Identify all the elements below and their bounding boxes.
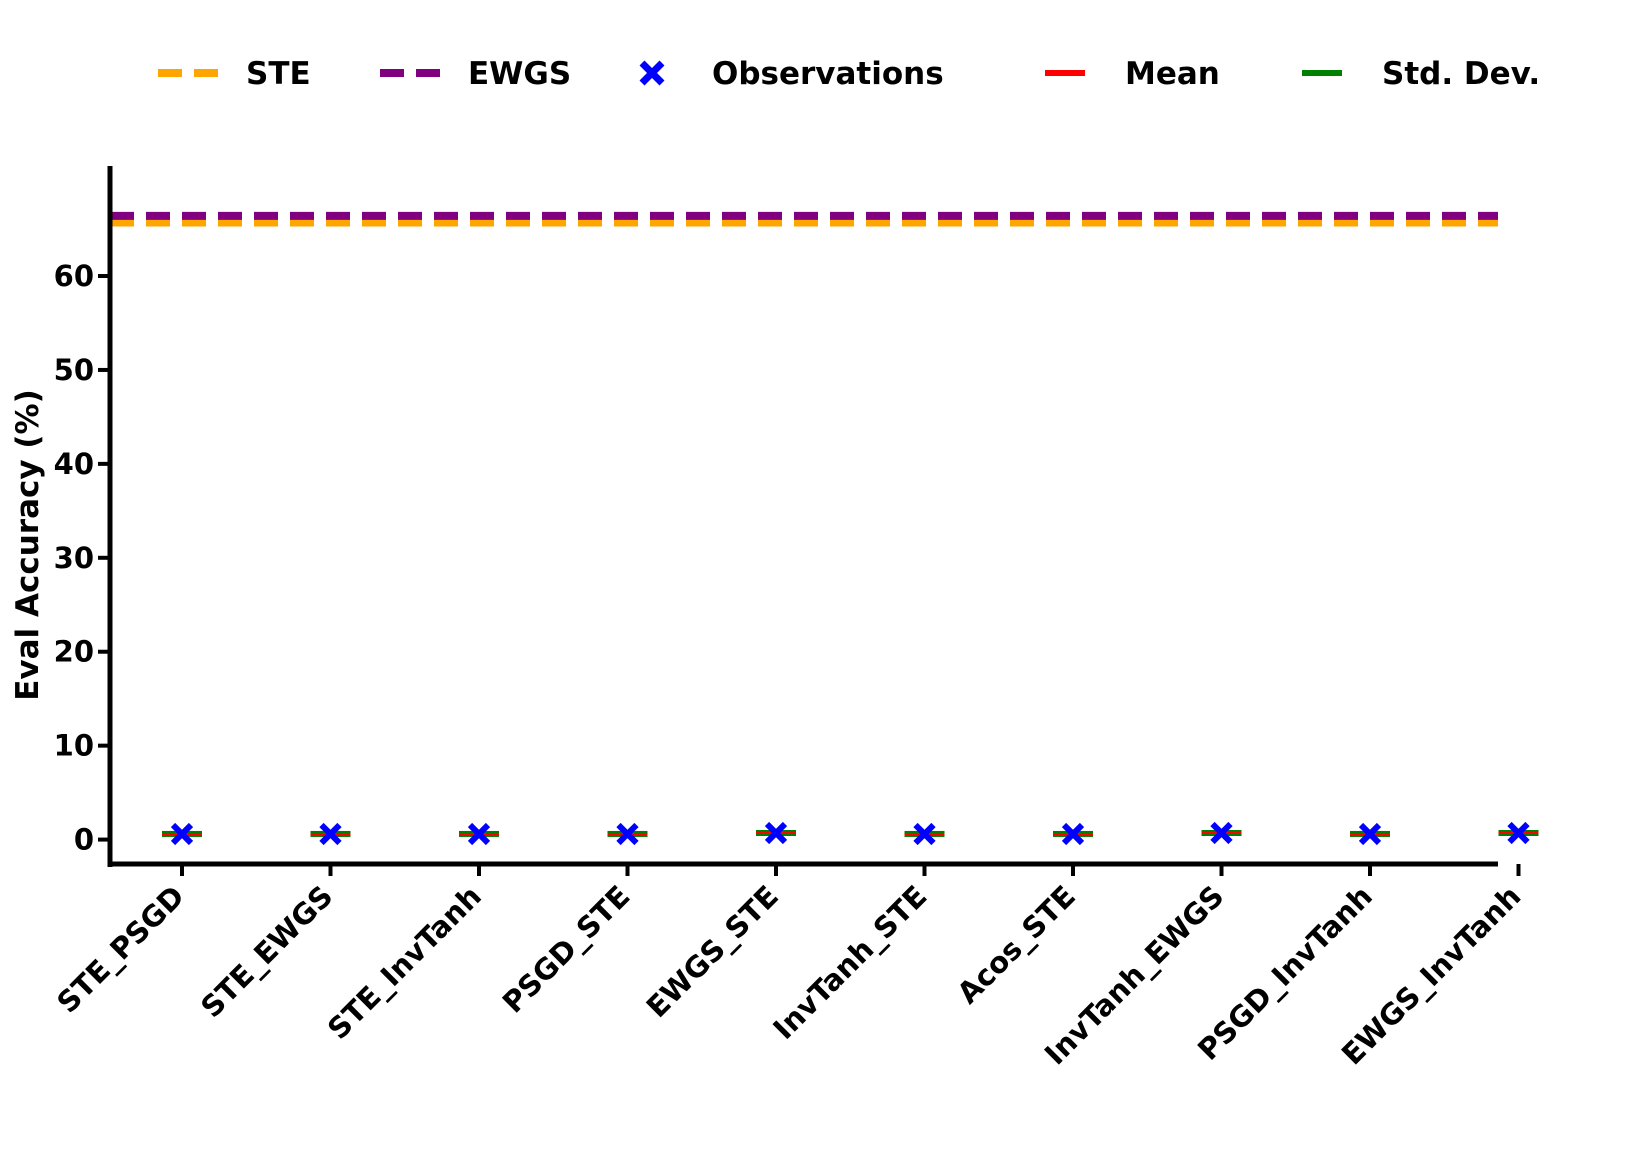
x-tick-label-ewgs-ste: EWGS_STE [640, 879, 785, 1024]
observation-stroke [616, 822, 639, 846]
observation-stroke [319, 822, 342, 846]
legend-label: STE [246, 56, 311, 92]
y-tick-label: 30 [54, 541, 94, 575]
legend-item-ewgs: EWGS [380, 56, 571, 92]
x-tick-label-ste-ewgs: STE_EWGS [194, 879, 339, 1024]
observation-marker-ewgs-invtanh [1507, 821, 1530, 845]
legend-label: EWGS [468, 56, 571, 92]
x-tick-label-ste-psgd: STE_PSGD [50, 879, 191, 1020]
y-axis-label: Eval Accuracy (%) [10, 389, 46, 701]
y-tick-label: 10 [54, 729, 94, 763]
legend-label: Mean [1125, 56, 1220, 92]
observation-stroke [1210, 821, 1233, 845]
observation-stroke [1358, 822, 1382, 846]
observation-stroke [764, 821, 788, 845]
observation-marker-acos-ste [1061, 822, 1085, 846]
y-tick-label: 40 [54, 447, 94, 481]
legend-item-observations: Observations [639, 56, 944, 92]
observation-stroke [467, 822, 491, 846]
y-tick-label: 0 [74, 823, 94, 857]
x-tick-label-ste-invtanh: STE_InvTanh [321, 879, 488, 1046]
reference-lines [110, 211, 1498, 227]
legend-item-mean: Mean [1045, 56, 1220, 92]
y-tick-label: 50 [54, 353, 94, 387]
legend-label: Observations [712, 56, 944, 92]
axes [107, 166, 1498, 867]
observation-marker-invtanh-ewgs [1210, 821, 1233, 845]
observation-marker-ste-psgd [170, 822, 194, 846]
legend-item-std-dev: Std. Dev. [1302, 56, 1540, 92]
observation-stroke [913, 822, 936, 846]
data-marks [162, 821, 1539, 846]
y-axis-ticks: 0 10 20 30 40 50 60 [54, 259, 110, 857]
observation-marker-psgd-invtanh [1358, 822, 1382, 846]
y-tick-label: 60 [54, 259, 94, 293]
legend-label: Std. Dev. [1382, 56, 1540, 92]
observation-stroke [1507, 821, 1530, 845]
observation-marker-ewgs-ste [764, 821, 788, 845]
y-tick-label: 20 [54, 635, 94, 669]
observation-marker-ste-ewgs [319, 822, 342, 846]
x-tick-label-acos-ste: Acos_STE [951, 879, 1082, 1010]
legend-swatch [639, 60, 665, 86]
x-tick-label-psgd-ste: PSGD_STE [496, 879, 637, 1020]
observation-marker-psgd-ste [616, 822, 639, 846]
x-tick-label-invtanh-ste: InvTanh_STE [766, 879, 933, 1046]
legend: STE EWGS Observations Mean Std. Dev. [158, 56, 1540, 92]
legend-item-ste: STE [158, 56, 311, 92]
observation-marker-ste-invtanh [467, 822, 491, 846]
observation-stroke [170, 822, 194, 846]
observation-marker-invtanh-ste [913, 822, 936, 846]
observation-stroke [1061, 822, 1085, 846]
